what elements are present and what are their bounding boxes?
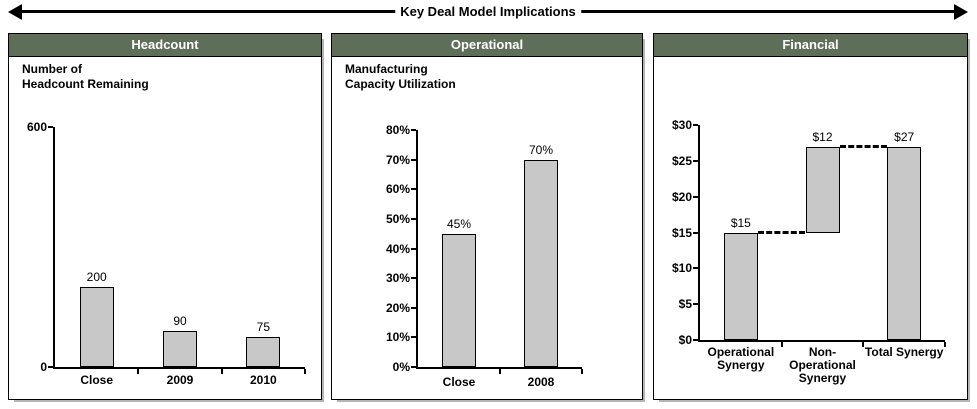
panel-financial: Financial $0 $5 $10 $15 $20 $25 $30 $15 Operatio…	[653, 33, 968, 400]
panel-operational: Operational Manufacturing Capacity Utili…	[331, 33, 643, 400]
y-tick-label: 80%	[385, 123, 410, 137]
financial-chart: $0 $5 $10 $15 $20 $25 $30 $15 Operational Synerg…	[654, 34, 967, 399]
y-axis-line	[53, 127, 55, 369]
y-tick	[693, 124, 698, 126]
y-tick-label: $30	[671, 118, 692, 132]
x-tick	[304, 369, 306, 374]
bar-value-label: 200	[86, 270, 107, 284]
headcount-chart: 0 600 200 Close 90 2009 75 2010	[9, 34, 321, 399]
y-tick	[411, 306, 416, 309]
panel-operational-header: Operational	[332, 34, 642, 57]
panel-headcount-subtitle: Number of Headcount Remaining	[22, 62, 149, 91]
bar-value-label: $15	[730, 215, 751, 230]
x-category-label: Non- Operational Synergy	[789, 345, 856, 385]
x-tick	[581, 369, 583, 374]
y-tick-label: $5	[678, 297, 692, 312]
y-tick	[693, 195, 698, 198]
y-tick	[693, 231, 698, 234]
y-tick	[411, 129, 416, 131]
y-tick-label: 40%	[385, 241, 410, 256]
x-category-label: Operational Synergy	[707, 345, 775, 372]
bar	[887, 146, 922, 340]
bar-value-label: 75	[256, 320, 270, 334]
x-category-label: 2010	[249, 373, 277, 387]
y-tick	[411, 366, 416, 368]
bar	[79, 287, 114, 367]
y-tick	[693, 303, 698, 306]
x-tick	[499, 369, 501, 374]
panel-headcount-header: Headcount	[9, 34, 321, 57]
x-tick	[944, 342, 946, 347]
y-tick-label: 30%	[385, 271, 410, 286]
panel-headcount: Headcount Number of Headcount Remaining …	[8, 33, 322, 400]
y-tick	[411, 277, 416, 280]
x-tick	[780, 342, 783, 347]
panel-operational-subtitle: Manufacturing Capacity Utilization	[345, 62, 456, 91]
y-tick	[693, 339, 698, 341]
y-tick-label: 10%	[385, 330, 410, 345]
bar-value-label: $27	[894, 129, 915, 144]
y-axis-line	[416, 130, 418, 369]
x-category-label: Total Synergy	[864, 345, 944, 359]
x-category-label: Close	[80, 373, 113, 387]
y-tick	[411, 158, 416, 161]
y-tick	[693, 267, 698, 270]
y-tick	[411, 336, 416, 339]
bar	[442, 233, 476, 367]
banner-title: Key Deal Model Implications	[395, 3, 581, 21]
y-tick	[48, 126, 53, 128]
bar	[805, 146, 840, 233]
y-tick-label: 20%	[385, 300, 410, 315]
operational-chart: 0% 10% 20% 30% 40% 50% 60% 70% 80% 45% Close 70% 200…	[332, 34, 642, 399]
x-tick	[220, 369, 223, 374]
y-tick	[48, 366, 53, 368]
y-tick	[693, 159, 698, 162]
x-tick	[137, 369, 140, 374]
bar	[163, 331, 197, 367]
waterfall-connector	[757, 230, 806, 234]
x-axis-line	[698, 340, 945, 342]
y-axis-line	[698, 125, 700, 342]
y-tick	[411, 247, 416, 250]
y-tick-label: $20	[671, 189, 692, 204]
y-tick-label: 70%	[385, 152, 410, 167]
arrow-right-icon	[954, 4, 968, 20]
y-tick	[411, 188, 416, 191]
x-axis-line	[416, 367, 582, 369]
x-axis-line	[53, 367, 305, 369]
y-tick-label: $15	[671, 225, 692, 240]
x-category-label: 2008	[527, 375, 555, 389]
y-tick	[411, 217, 416, 220]
y-tick-label: 0	[40, 360, 47, 374]
panel-financial-header: Financial	[654, 34, 967, 57]
bar-value-label: 90	[173, 314, 187, 328]
bar	[524, 159, 558, 367]
x-tick	[862, 342, 865, 347]
y-tick-label: $10	[671, 261, 692, 276]
bar	[246, 337, 281, 367]
x-category-label: Close	[442, 375, 476, 389]
bar-value-label: $12	[812, 129, 833, 144]
y-tick-label: 50%	[385, 211, 410, 226]
y-tick-label: $0	[678, 333, 692, 347]
x-category-label: 2009	[166, 373, 194, 387]
y-tick-label: 600	[26, 120, 47, 134]
bar	[723, 232, 758, 340]
y-tick-label: $25	[671, 153, 692, 168]
bar-value-label: 45%	[446, 216, 472, 231]
y-tick-label: 0%	[392, 360, 410, 374]
y-tick-label: 60%	[385, 182, 410, 197]
bar-value-label: 70%	[528, 142, 554, 157]
title-banner: Key Deal Model Implications	[8, 3, 968, 21]
waterfall-connector	[839, 144, 888, 148]
